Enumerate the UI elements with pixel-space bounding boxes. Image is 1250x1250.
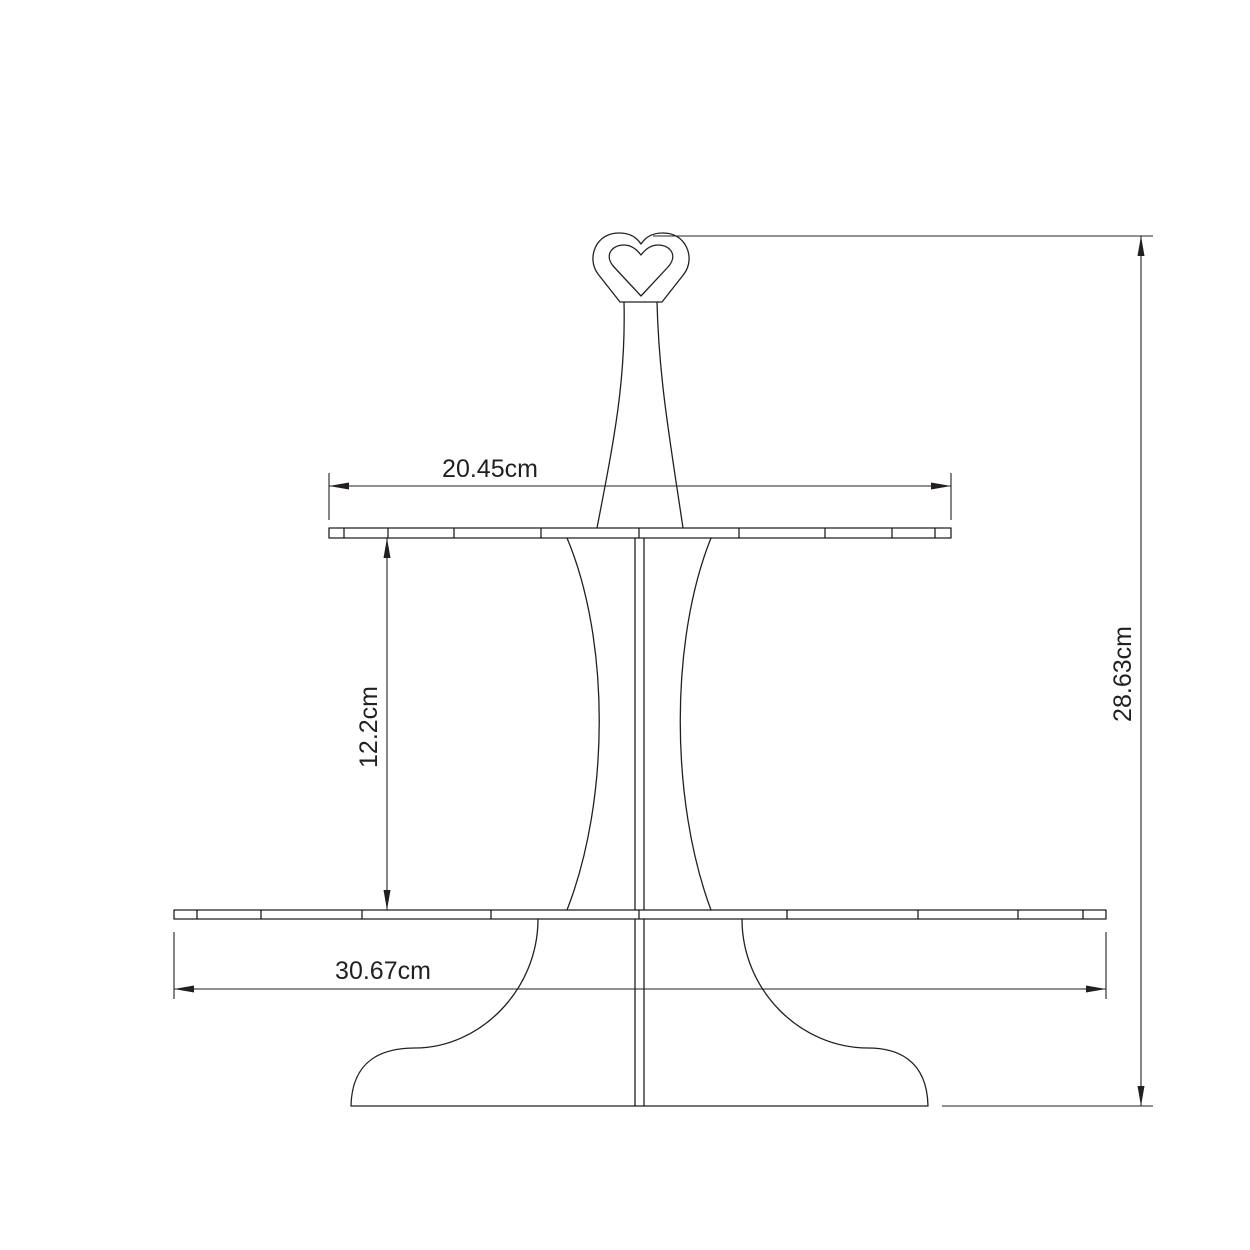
- base-foot: [350, 918, 929, 1107]
- bottom-tier-plate-outline: [173, 909, 1107, 920]
- dimension-tier-spacing: 12.2cm: [355, 538, 391, 910]
- dimension-total-height: 28.63cm: [653, 235, 1153, 1107]
- arrowhead-bottom: [383, 890, 391, 910]
- heart-handle-outer: [592, 232, 690, 303]
- bottom-tier-plate: [173, 909, 1107, 920]
- tier-spacing-label: 12.2cm: [355, 686, 383, 768]
- arrowhead-top: [383, 538, 391, 558]
- middle-column: [566, 537, 712, 911]
- dimension-top-tier-width: 20.45cm: [328, 455, 952, 520]
- base-foot-center-slot: [634, 918, 645, 1107]
- upper-stem-right-edge: [656, 301, 684, 529]
- middle-column-center-slot: [634, 537, 645, 911]
- arrowhead-left: [329, 482, 349, 490]
- middle-column-left-profile: [566, 537, 600, 911]
- total-height-label: 28.63cm: [1109, 626, 1137, 722]
- heart-cutout: [608, 244, 674, 297]
- bottom-tier-width-label: 30.67cm: [335, 957, 431, 985]
- bottom-tier-plate-slots: [196, 909, 1084, 920]
- heart-handle: [592, 232, 690, 303]
- top-tier-plate-slots: [343, 527, 936, 539]
- arrowhead-left: [174, 985, 194, 993]
- arrowhead-bottom: [1137, 1086, 1145, 1106]
- top-tier-width-label: 20.45cm: [442, 455, 538, 483]
- upper-stem-left-edge: [596, 301, 625, 529]
- upper-stem: [596, 301, 684, 529]
- arrowhead-top: [1137, 236, 1145, 256]
- arrowhead-right: [1086, 985, 1106, 993]
- top-tier-plate-outline: [328, 527, 952, 539]
- dimension-bottom-tier-width: 30.67cm: [173, 932, 1107, 999]
- top-tier-plate: [328, 527, 952, 539]
- middle-column-right-profile: [679, 537, 712, 911]
- base-foot-profile: [350, 918, 929, 1107]
- arrowhead-right: [931, 482, 951, 490]
